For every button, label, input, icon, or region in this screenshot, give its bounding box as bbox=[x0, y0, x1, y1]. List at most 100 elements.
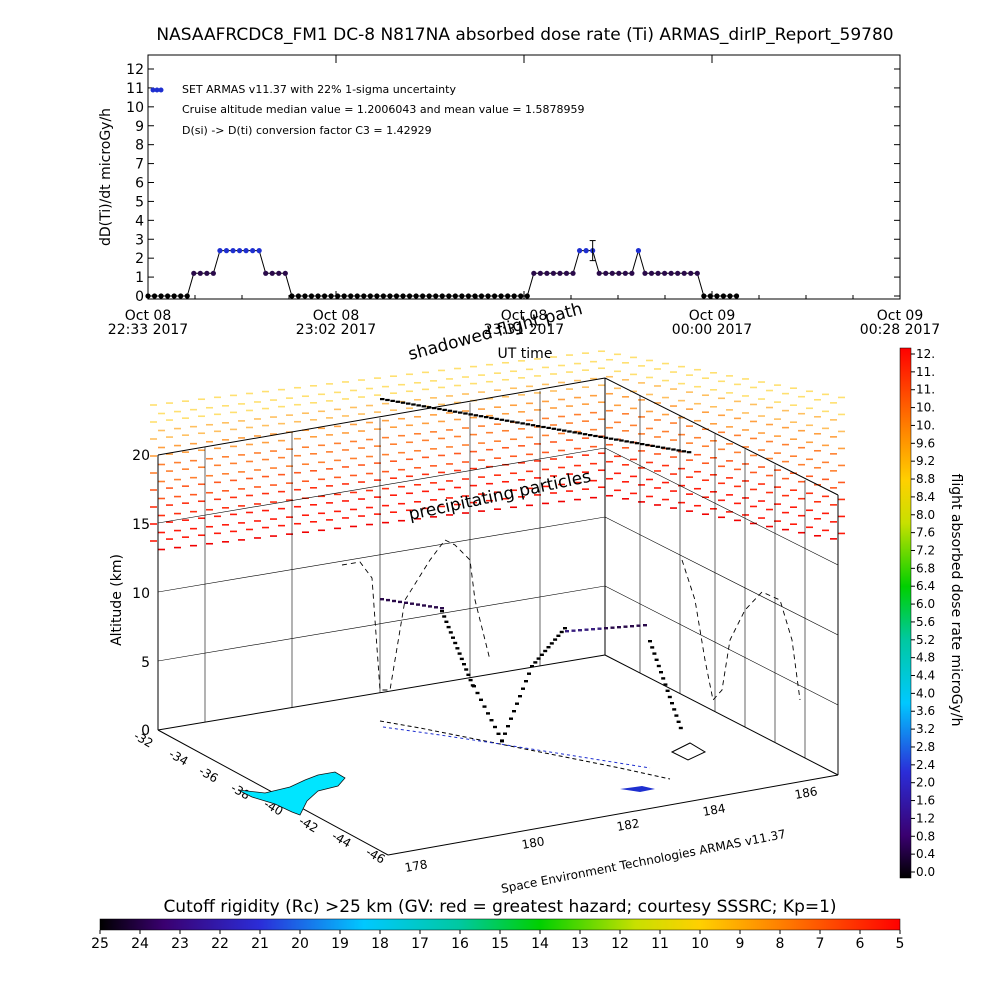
top-data-point bbox=[459, 293, 465, 299]
gridline-side bbox=[604, 447, 839, 566]
top-x-tick-time: 00:28 2017 bbox=[860, 322, 940, 338]
top-data-point bbox=[276, 270, 282, 276]
top-data-point bbox=[335, 293, 341, 299]
flight-path-point bbox=[546, 646, 551, 649]
flight-path-point bbox=[464, 668, 469, 671]
top-data-point bbox=[295, 293, 301, 299]
shadow-path-point bbox=[655, 445, 661, 448]
top-y-tick-label: 12 bbox=[126, 62, 144, 78]
shadow-path-point bbox=[463, 412, 468, 415]
shadow-path-point bbox=[395, 400, 401, 403]
flight-path-point bbox=[678, 726, 683, 730]
flight-path-point bbox=[386, 598, 390, 602]
flight-path-point bbox=[563, 627, 567, 630]
flight-path-point bbox=[672, 708, 677, 711]
flight-path-point bbox=[410, 602, 414, 605]
top-data-point bbox=[563, 270, 570, 276]
flight-path-point bbox=[398, 600, 402, 604]
legend-line-2: Cruise altitude median value = 1.2006043… bbox=[182, 103, 585, 116]
flight-path-point bbox=[667, 695, 672, 699]
top-data-point bbox=[204, 270, 210, 276]
top-y-tick-label: 9 bbox=[135, 119, 144, 135]
top-data-point bbox=[596, 270, 602, 276]
top-data-point bbox=[465, 293, 472, 299]
top-data-point bbox=[603, 270, 609, 276]
top-x-tick-date: Oct 09 bbox=[689, 308, 735, 324]
flight-path-point bbox=[503, 732, 507, 735]
shadow-path-point bbox=[380, 398, 385, 401]
shadow-path-point bbox=[551, 427, 557, 430]
rigidity-colorbar-tick-label: 24 bbox=[131, 936, 149, 952]
dose-colorbar-label: flight absorbed dose rate microGy/h bbox=[948, 474, 964, 727]
flight-path-point bbox=[451, 636, 455, 639]
shadow-path-point bbox=[562, 429, 567, 432]
top-data-point bbox=[557, 270, 563, 276]
flight-path-point bbox=[442, 615, 447, 618]
shadow-path-point bbox=[577, 432, 583, 435]
top-data-point bbox=[498, 293, 504, 299]
lon-tick-label: 178 bbox=[404, 857, 429, 875]
shadow-path-point bbox=[593, 434, 598, 438]
flight-path-point bbox=[559, 630, 564, 634]
shadow-path-point bbox=[385, 398, 390, 402]
top-data-point bbox=[485, 293, 491, 299]
flight-path-point bbox=[543, 649, 548, 653]
shadow-path-point bbox=[432, 407, 437, 410]
shadow-path-point bbox=[536, 425, 541, 428]
flight-path-point bbox=[549, 642, 554, 645]
shadow-path-point bbox=[484, 416, 489, 419]
top-data-point bbox=[223, 248, 230, 254]
top-x-tick-time: 22:33 2017 bbox=[108, 322, 188, 338]
top-data-point bbox=[315, 293, 321, 299]
flight-path-point bbox=[656, 664, 661, 668]
shadow-path-point bbox=[473, 414, 479, 417]
3d-box-edge bbox=[157, 654, 606, 731]
shadowed-flight-path bbox=[380, 398, 692, 454]
shadow-path-point bbox=[520, 422, 525, 425]
shadow-path-point bbox=[489, 416, 494, 420]
lat-tick-label: -46 bbox=[364, 845, 388, 867]
top-series-points bbox=[145, 248, 740, 299]
top-data-point bbox=[531, 270, 537, 276]
shadow-path-point bbox=[645, 443, 650, 447]
dose-colorbar-tick-label: 8.8 bbox=[916, 472, 935, 486]
top-data-point bbox=[524, 293, 530, 299]
flight-path-point bbox=[676, 720, 681, 723]
top-data-point bbox=[282, 270, 288, 276]
top-data-point bbox=[701, 293, 707, 299]
flight-path-point bbox=[486, 712, 490, 715]
top-data-point bbox=[400, 293, 406, 299]
dose-colorbar-tick-label: 6.4 bbox=[916, 579, 935, 593]
dose-colorbar-tick-label: 4.0 bbox=[916, 686, 935, 700]
top-x-tick-date: Oct 08 bbox=[501, 308, 547, 324]
land-fragment bbox=[620, 786, 655, 792]
dose-colorbar-tick-label: 5.2 bbox=[916, 633, 935, 647]
3d-box-edge bbox=[387, 774, 839, 856]
top-data-point bbox=[197, 270, 203, 276]
shadow-path-point bbox=[447, 409, 453, 412]
shadow-path-point bbox=[624, 440, 629, 443]
top-data-point bbox=[413, 293, 419, 299]
top-y-tick-label: 7 bbox=[135, 157, 144, 173]
rigidity-colorbar-tick-label: 10 bbox=[691, 936, 709, 952]
top-data-point bbox=[302, 293, 308, 299]
flight-path-point bbox=[663, 683, 668, 686]
top-data-point bbox=[236, 248, 243, 254]
rigidity-colorbar-tick-label: 5 bbox=[896, 936, 905, 952]
lon-tick-label: 182 bbox=[616, 816, 641, 834]
flight-path-point bbox=[512, 710, 516, 713]
top-data-point bbox=[263, 270, 269, 276]
flight-path-point bbox=[459, 657, 464, 661]
flight-path-point bbox=[509, 717, 513, 720]
legend-line-3: D(si) -> D(ti) conversion factor C3 = 1.… bbox=[182, 124, 432, 137]
rigidity-colorbar-tick-label: 15 bbox=[491, 936, 509, 952]
top-y-tick-label: 4 bbox=[135, 213, 144, 229]
altitude-shadow-right bbox=[681, 559, 801, 701]
airport-marker bbox=[670, 742, 707, 761]
top-y-tick-label: 1 bbox=[135, 270, 144, 286]
flight-path-point bbox=[604, 627, 608, 630]
shadow-path-point bbox=[525, 423, 531, 426]
flight-path-3d bbox=[380, 598, 683, 743]
dose-colorbar-tick-label: 6.8 bbox=[916, 561, 935, 575]
3d-box-edge bbox=[157, 377, 606, 456]
